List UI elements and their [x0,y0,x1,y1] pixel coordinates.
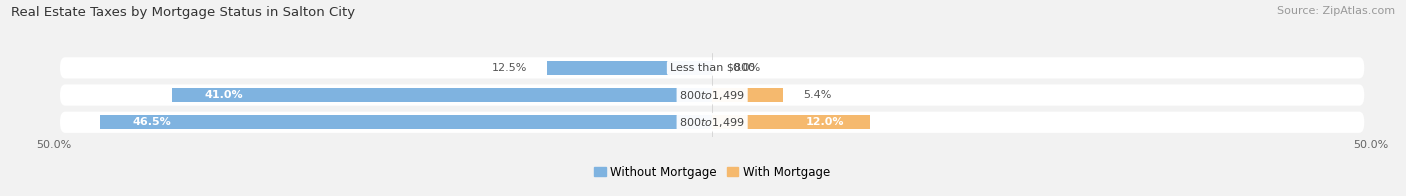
Text: 5.4%: 5.4% [803,90,831,100]
Bar [713,88,783,102]
Text: Less than $800: Less than $800 [669,63,755,73]
FancyBboxPatch shape [60,112,1364,133]
Text: 41.0%: 41.0% [205,90,243,100]
Legend: Without Mortgage, With Mortgage: Without Mortgage, With Mortgage [589,161,835,183]
Text: 46.5%: 46.5% [132,117,172,127]
FancyBboxPatch shape [60,84,1364,106]
Bar [172,88,713,102]
FancyBboxPatch shape [60,57,1364,78]
Bar [713,115,870,129]
Text: $800 to $1,499: $800 to $1,499 [679,116,745,129]
Text: Source: ZipAtlas.com: Source: ZipAtlas.com [1277,6,1395,16]
Text: 0.0%: 0.0% [733,63,761,73]
Bar [547,61,713,75]
Bar [100,115,713,129]
Text: Real Estate Taxes by Mortgage Status in Salton City: Real Estate Taxes by Mortgage Status in … [11,6,356,19]
Text: $800 to $1,499: $800 to $1,499 [679,89,745,102]
Text: 12.0%: 12.0% [806,117,844,127]
Text: 12.5%: 12.5% [492,63,527,73]
